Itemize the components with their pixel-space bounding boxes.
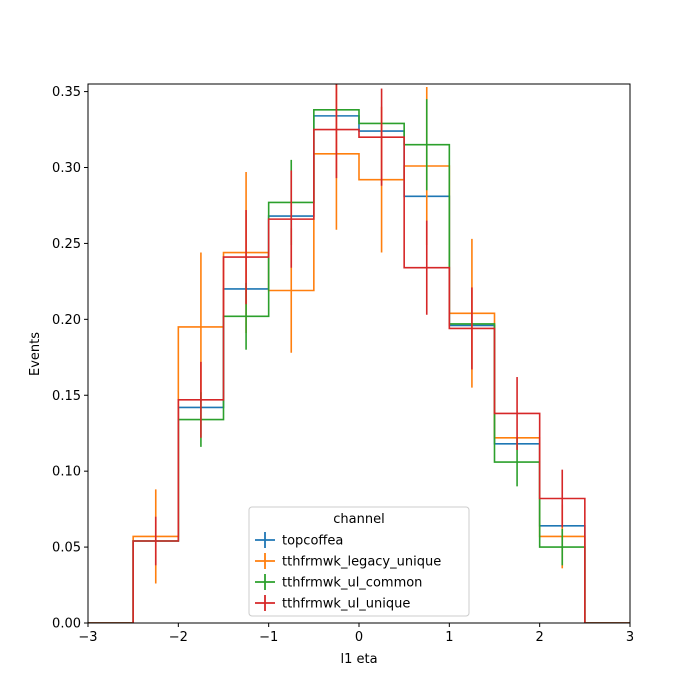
legend-entry: topcoffea [255, 532, 343, 549]
legend-title: channel [333, 512, 384, 527]
x-tick-label: −1 [259, 630, 278, 645]
y-tick-label: 0.30 [52, 161, 81, 176]
y-tick-label: 0.35 [52, 85, 81, 100]
y-tick-label: 0.00 [52, 617, 81, 632]
series-step-line [88, 128, 630, 623]
legend-label: tthfrmwk_ul_common [282, 576, 422, 591]
legend-box [248, 506, 470, 617]
legend-entry: tthfrmwk_legacy_unique [255, 553, 441, 570]
series-tthfrmwk_ul_unique [88, 84, 630, 623]
x-tick-label: 3 [626, 630, 634, 645]
x-tick-label: 2 [536, 630, 544, 645]
legend-entry: tthfrmwk_ul_common [255, 574, 422, 591]
legend-label: tthfrmwk_legacy_unique [282, 555, 441, 570]
x-axis-label: l1 eta [340, 652, 377, 667]
x-tick-label: −3 [78, 630, 97, 645]
y-tick-label: 0.05 [52, 541, 81, 556]
x-tick-label: −2 [169, 630, 188, 645]
legend-entry: tthfrmwk_ul_unique [255, 595, 410, 612]
legend-label: topcoffea [282, 534, 343, 549]
legend-label: tthfrmwk_ul_unique [282, 597, 410, 612]
y-axis-label: Events [28, 332, 43, 376]
x-tick-label: 1 [445, 630, 453, 645]
y-tick-label: 0.25 [52, 237, 81, 252]
y-tick-label: 0.15 [52, 389, 81, 404]
legend: channel topcoffea tthfrmwk_legacy_uniquet… [248, 506, 470, 617]
y-tick-label: 0.20 [52, 313, 81, 328]
x-tick-label: 0 [355, 630, 363, 645]
y-tick-label: 0.10 [52, 465, 81, 480]
